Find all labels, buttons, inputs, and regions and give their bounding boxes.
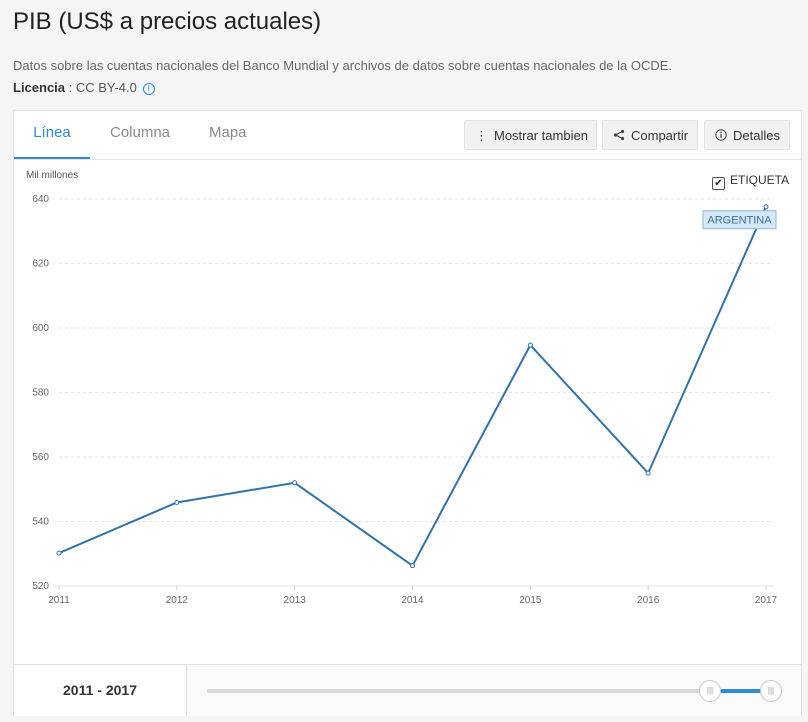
annotation-box: [702, 210, 777, 230]
data-point: [645, 470, 651, 476]
series-annotation: ARGENTINA: [702, 210, 777, 230]
chart-card: Línea Columna Mapa ⋮ Mostrar tambien Comp…: [13, 110, 802, 716]
x-tick-label: 2013: [284, 595, 307, 606]
data-point: [56, 550, 62, 556]
y-tick-label: 560: [32, 452, 49, 463]
x-tick-label: 2016: [637, 595, 660, 606]
y-tick-label: 640: [32, 194, 49, 205]
x-tick-label: 2011: [48, 595, 70, 606]
info-icon[interactable]: i: [142, 83, 155, 95]
license: Licencia : CC BY-4.0 i: [13, 80, 155, 95]
y-tick-label: 520: [32, 581, 49, 592]
tab-bar: Línea Columna Mapa ⋮ Mostrar tambien Comp…: [14, 111, 801, 160]
x-tick-label: 2015: [519, 595, 542, 606]
x-tick-label: 2012: [166, 595, 189, 606]
y-tick-label: 620: [32, 259, 49, 270]
data-point: [410, 563, 415, 569]
data-point: [174, 499, 180, 505]
y-tick-label: 600: [32, 323, 49, 334]
details-label: Detalles: [733, 128, 780, 143]
y-tick-label: 540: [32, 517, 49, 528]
series-line-argentina: [58, 206, 767, 568]
label-toggle[interactable]: ✔ ETIQUETA: [712, 173, 789, 190]
license-label: Licencia: [13, 80, 66, 95]
tab-mapa[interactable]: Mapa: [209, 124, 247, 141]
x-tick-label: 2014: [401, 595, 424, 606]
range-slider-start-handle[interactable]: |||: [699, 680, 721, 702]
share-label: Compartir: [631, 128, 689, 143]
range-label: 2011 - 2017: [14, 665, 187, 716]
details-button[interactable]: Detalles: [704, 120, 790, 150]
more-vertical-icon: ⋮: [475, 128, 488, 143]
data-point: [292, 480, 298, 486]
range-footer: 2011 - 2017 ||| |||: [14, 664, 801, 716]
details-info-icon: [715, 121, 727, 151]
label-toggle-text: ETIQUETA: [730, 173, 790, 187]
y-axis-label: Mil millones: [26, 170, 78, 181]
line-chart: Mil millones 520 540 560 580 600 620 640 2011 201…: [26, 170, 778, 606]
show-also-label: Mostrar tambien: [494, 128, 588, 143]
range-slider-end-handle[interactable]: |||: [760, 680, 782, 702]
share-icon: [613, 121, 625, 151]
page-subtitle: Datos sobre las cuentas nacionales del B…: [13, 58, 673, 73]
annotation-label: ARGENTINA: [707, 215, 772, 227]
checkbox-checked-icon[interactable]: ✔: [712, 177, 725, 190]
tab-linea[interactable]: Línea: [14, 111, 90, 159]
tab-columna[interactable]: Columna: [110, 124, 171, 141]
data-point: [763, 204, 769, 210]
page-title: PIB (US$ a precios actuales): [13, 8, 322, 35]
share-button[interactable]: Compartir: [602, 120, 698, 150]
license-value: : CC BY-4.0: [65, 80, 137, 95]
range-slider-selection: [710, 689, 772, 693]
show-also-button[interactable]: ⋮ Mostrar tambien: [464, 120, 597, 150]
y-tick-label: 580: [32, 388, 49, 399]
data-point: [527, 342, 533, 348]
range-slider-track[interactable]: [207, 689, 779, 693]
x-tick-label: 2017: [755, 595, 778, 606]
